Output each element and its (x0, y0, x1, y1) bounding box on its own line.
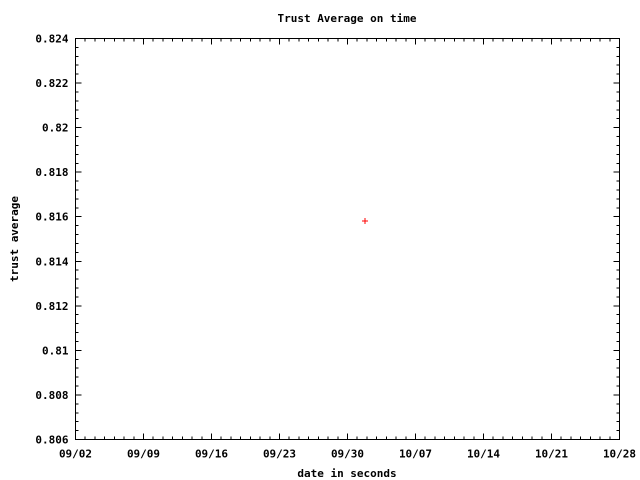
y-tick-label: 0.81 (42, 344, 69, 357)
x-tick-label: 09/09 (127, 448, 160, 461)
x-axis: 09/02 09/09 09/16 09/23 09/30 10/07 10/14 10/21… (59, 38, 636, 461)
x-tick-label: 09/02 (59, 448, 92, 461)
data-point (361, 218, 368, 225)
y-tick-label: 0.818 (35, 166, 68, 179)
y-tick-label: 0.824 (35, 33, 68, 46)
y-tick-label: 0.82 (42, 122, 69, 135)
chart-title: Trust Average on time (277, 12, 416, 25)
data-points (361, 218, 368, 225)
x-tick-label: 10/21 (535, 448, 568, 461)
y-tick-label: 0.822 (35, 77, 68, 90)
x-tick-label: 10/28 (603, 448, 636, 461)
y-tick-label: 0.806 (35, 434, 68, 447)
y-tick-label: 0.814 (35, 255, 68, 268)
x-axis-label: date in seconds (297, 467, 396, 480)
x-tick-label: 09/30 (331, 448, 364, 461)
y-axis-label: trust average (8, 196, 21, 282)
y-tick-label: 0.816 (35, 211, 68, 224)
plot-area-border (75, 38, 620, 440)
y-axis: 0.806 0.808 0.81 0.812 0.814 0.816 0.818 0.82 0.… (35, 33, 620, 447)
x-tick-label: 10/14 (467, 448, 500, 461)
y-tick-label: 0.808 (35, 389, 68, 402)
x-tick-label: 09/16 (195, 448, 228, 461)
y-tick-label: 0.812 (35, 300, 68, 313)
x-tick-label: 10/07 (399, 448, 432, 461)
x-tick-label: 09/23 (263, 448, 296, 461)
